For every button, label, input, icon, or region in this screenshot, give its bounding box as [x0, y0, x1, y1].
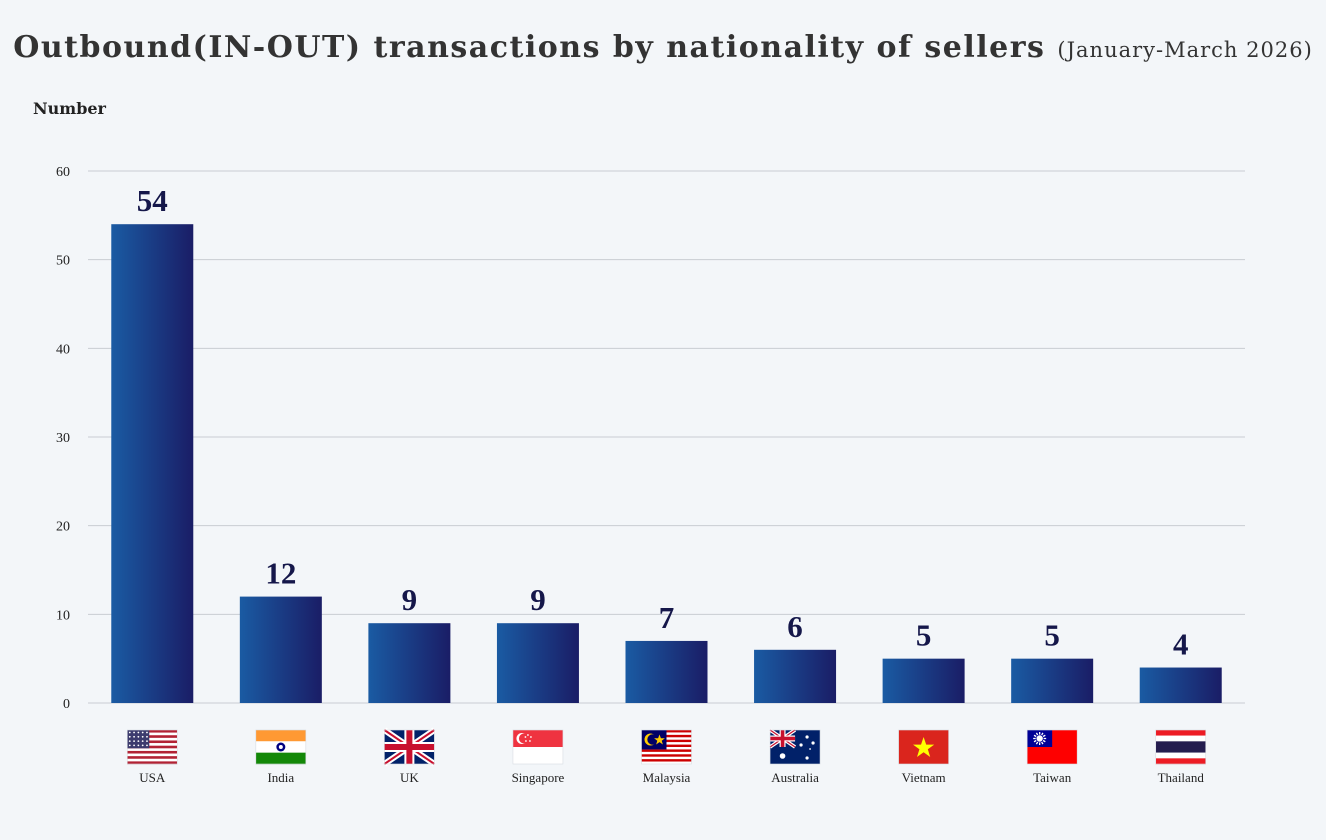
taiwan-flag-icon [1026, 729, 1078, 765]
data-label: 4 [1173, 627, 1189, 662]
bar [882, 658, 965, 703]
x-tick-label: Singapore [512, 770, 565, 785]
y-tick-label: 60 [56, 165, 70, 180]
usa-flag-icon [126, 729, 178, 765]
flags: USA India UK Singapore Malaysia Australia Viet… [126, 727, 1207, 785]
chart-title-main: Outbound(IN-OUT) transactions by nationa… [13, 30, 1046, 65]
bar [368, 623, 451, 703]
data-label: 9 [402, 582, 418, 617]
bar [625, 640, 708, 703]
x-tick-label: Thailand [1158, 770, 1205, 785]
india-flag-icon [255, 729, 307, 765]
australia-flag-icon [769, 728, 821, 765]
y-axis-label: Number [33, 99, 106, 118]
y-tick-label: 30 [56, 431, 70, 446]
chart-subtitle: (January-March 2026) [1057, 38, 1313, 62]
y-tick-label: 50 [56, 254, 70, 269]
bar [496, 623, 579, 703]
x-tick-label: Australia [771, 770, 819, 785]
malaysia-flag-icon [641, 729, 692, 765]
x-tick-label: USA [139, 770, 166, 785]
data-label: 7 [659, 600, 675, 635]
data-label: 12 [265, 556, 296, 591]
singapore-flag-icon [512, 729, 564, 765]
x-tick-label: UK [400, 770, 419, 785]
x-tick-label: Vietnam [902, 770, 946, 785]
x-tick-label: India [267, 770, 294, 785]
bar [754, 649, 837, 703]
y-tick-label: 20 [56, 520, 70, 535]
grid-lines: 0 10 20 30 40 50 60 [56, 165, 1245, 712]
data-label: 5 [916, 618, 932, 653]
data-label: 5 [1044, 618, 1060, 653]
x-tick-label: Taiwan [1033, 770, 1072, 785]
uk-flag-icon [382, 727, 437, 767]
thailand-flag-icon [1155, 729, 1207, 765]
bar [1011, 658, 1094, 703]
bar [111, 224, 194, 703]
data-label: 9 [530, 582, 546, 617]
y-tick-label: 0 [63, 697, 70, 712]
chart-title: Outbound(IN-OUT) transactions by nationa… [0, 30, 1326, 65]
y-tick-label: 10 [56, 608, 70, 623]
vietnam-flag-icon [898, 729, 949, 765]
bar [1139, 667, 1222, 703]
x-tick-label: Malaysia [643, 770, 691, 785]
bar [239, 596, 322, 703]
data-label: 6 [787, 609, 803, 644]
data-label: 54 [137, 183, 168, 218]
y-tick-label: 40 [56, 342, 70, 357]
